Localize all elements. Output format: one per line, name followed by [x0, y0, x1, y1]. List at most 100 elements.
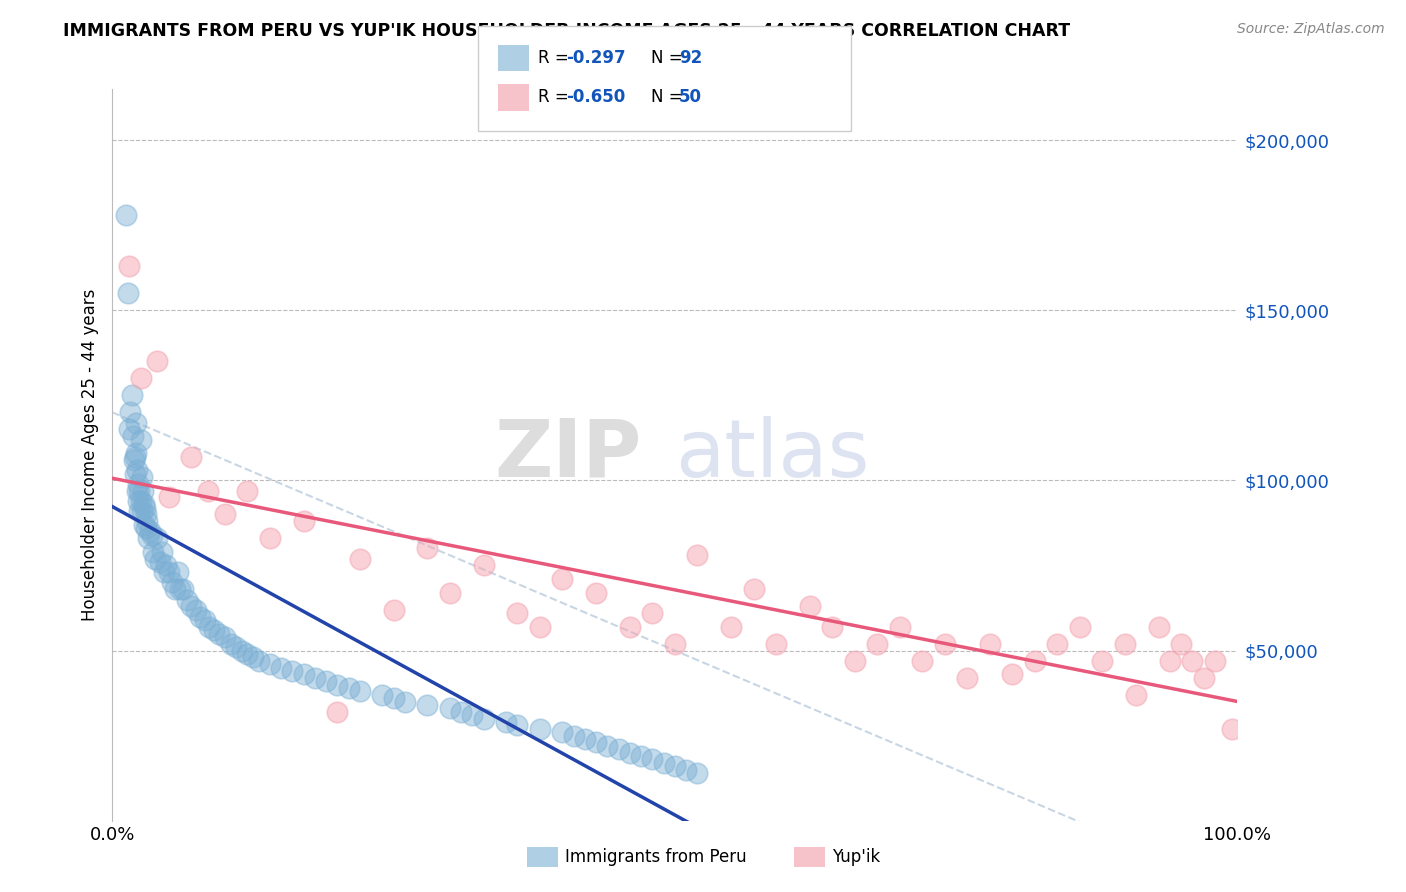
Point: [292, 667, 315, 681]
Point: [132, 517, 155, 532]
Point: [1001, 667, 1024, 681]
Point: [844, 654, 866, 668]
Point: [585, 735, 607, 749]
Point: [157, 491, 180, 505]
Text: 92: 92: [679, 49, 703, 67]
Text: atlas: atlas: [675, 416, 869, 494]
Point: [132, 497, 155, 511]
Point: [1114, 637, 1136, 651]
Point: [118, 259, 141, 273]
Point: [956, 671, 979, 685]
Point: [675, 763, 697, 777]
Point: [129, 371, 152, 385]
Point: [131, 470, 153, 484]
Point: [304, 671, 326, 685]
Point: [641, 606, 664, 620]
Point: [821, 620, 844, 634]
Point: [596, 739, 619, 753]
Point: [664, 637, 686, 651]
Point: [138, 531, 160, 545]
Point: [607, 742, 630, 756]
Point: [157, 566, 180, 580]
Point: [562, 729, 585, 743]
Point: [472, 712, 495, 726]
Point: [214, 508, 236, 522]
Point: [127, 476, 149, 491]
Point: [529, 620, 551, 634]
Point: [259, 657, 281, 672]
Text: ZIP: ZIP: [494, 416, 641, 494]
Text: Yup'ik: Yup'ik: [832, 848, 880, 866]
Point: [326, 677, 349, 691]
Point: [270, 660, 292, 674]
Point: [121, 429, 143, 443]
Point: [198, 620, 221, 634]
Point: [461, 708, 484, 723]
Point: [1069, 620, 1091, 634]
Point: [630, 749, 652, 764]
Point: [135, 521, 157, 535]
Point: [686, 549, 709, 563]
Point: [150, 545, 173, 559]
Point: [125, 416, 148, 430]
Point: [135, 508, 157, 522]
Point: [506, 606, 529, 620]
Point: [242, 650, 264, 665]
Point: [149, 555, 172, 569]
Point: [172, 582, 194, 597]
Point: [506, 718, 529, 732]
Point: [416, 541, 439, 556]
Point: [1159, 654, 1181, 668]
Point: [652, 756, 675, 770]
Text: Source: ZipAtlas.com: Source: ZipAtlas.com: [1237, 22, 1385, 37]
Point: [889, 620, 911, 634]
Text: IMMIGRANTS FROM PERU VS YUP'IK HOUSEHOLDER INCOME AGES 25 - 44 YEARS CORRELATION: IMMIGRANTS FROM PERU VS YUP'IK HOUSEHOLD…: [63, 22, 1070, 40]
Point: [529, 722, 551, 736]
Point: [153, 566, 176, 580]
Point: [176, 592, 198, 607]
Point: [281, 664, 304, 678]
Point: [134, 500, 156, 515]
Point: [686, 766, 709, 780]
Point: [472, 558, 495, 573]
Point: [247, 654, 270, 668]
Point: [118, 422, 141, 436]
Point: [371, 688, 394, 702]
Point: [259, 531, 281, 545]
Point: [765, 637, 787, 651]
Point: [214, 630, 236, 644]
Point: [127, 463, 149, 477]
Text: R =: R =: [538, 88, 575, 106]
Point: [292, 514, 315, 528]
Point: [439, 701, 461, 715]
Point: [127, 483, 149, 498]
Point: [1046, 637, 1069, 651]
Point: [574, 731, 596, 746]
Point: [934, 637, 956, 651]
Point: [138, 524, 160, 539]
Point: [551, 572, 574, 586]
Point: [337, 681, 360, 695]
Point: [129, 493, 152, 508]
Point: [664, 759, 686, 773]
Point: [619, 620, 641, 634]
Text: N =: N =: [651, 88, 688, 106]
Point: [236, 483, 259, 498]
Point: [799, 599, 821, 614]
Text: 50: 50: [679, 88, 702, 106]
Point: [197, 483, 219, 498]
Point: [115, 208, 138, 222]
Point: [1024, 654, 1046, 668]
Point: [911, 654, 934, 668]
Point: [551, 725, 574, 739]
Text: Immigrants from Peru: Immigrants from Peru: [565, 848, 747, 866]
Point: [127, 493, 149, 508]
Point: [1147, 620, 1170, 634]
Point: [132, 483, 155, 498]
Point: [188, 609, 211, 624]
Point: [382, 603, 405, 617]
Point: [146, 354, 169, 368]
Point: [439, 585, 461, 599]
Point: [180, 599, 202, 614]
Point: [165, 582, 187, 597]
